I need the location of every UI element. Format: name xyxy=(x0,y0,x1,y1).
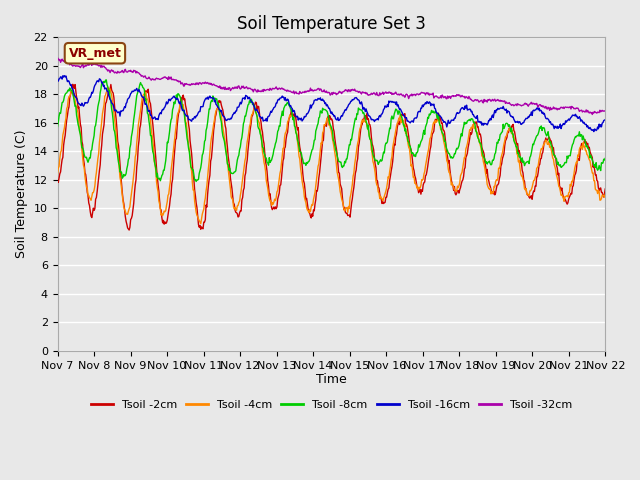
Y-axis label: Soil Temperature (C): Soil Temperature (C) xyxy=(15,130,28,258)
Legend: Tsoil -2cm, Tsoil -4cm, Tsoil -8cm, Tsoil -16cm, Tsoil -32cm: Tsoil -2cm, Tsoil -4cm, Tsoil -8cm, Tsoi… xyxy=(86,396,577,414)
Text: VR_met: VR_met xyxy=(68,47,122,60)
Title: Soil Temperature Set 3: Soil Temperature Set 3 xyxy=(237,15,426,33)
X-axis label: Time: Time xyxy=(316,373,347,386)
